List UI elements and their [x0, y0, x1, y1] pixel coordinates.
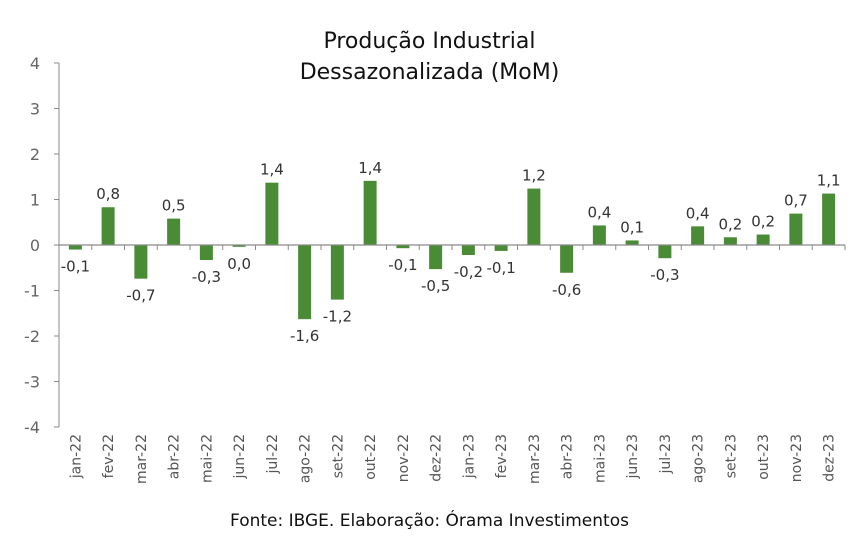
x-tick-label: jul-23	[658, 434, 674, 475]
x-tick-label: nov-23	[789, 434, 805, 482]
bar	[330, 245, 344, 300]
x-tick-label: fev-22	[101, 434, 117, 478]
data-label: 0,1	[620, 218, 644, 236]
data-label: -0,3	[650, 266, 679, 284]
data-label: -0,1	[388, 256, 417, 274]
x-tick-label: set-23	[723, 434, 739, 478]
data-label: 0,8	[96, 185, 120, 203]
data-label: 0,2	[751, 213, 775, 231]
source-note: Fonte: IBGE. Elaboração: Órama Investime…	[230, 511, 629, 531]
bar	[167, 218, 181, 245]
bar	[363, 180, 377, 245]
x-tick-label: dez-22	[429, 434, 445, 482]
bar	[527, 188, 541, 245]
data-label: -0,3	[192, 268, 221, 286]
y-tick-label: -4	[24, 418, 40, 437]
bar	[723, 237, 737, 245]
y-tick-label: -3	[24, 373, 40, 392]
x-tick-label: jan-22	[68, 434, 84, 479]
x-tick-label: mai-23	[592, 434, 608, 483]
x-tick-label: ago-22	[298, 434, 314, 483]
bar	[265, 182, 279, 245]
data-label: -0,1	[486, 259, 515, 277]
x-tick-label: jun-23	[625, 434, 641, 480]
data-label: -0,1	[61, 258, 90, 276]
data-label: 1,1	[817, 172, 841, 190]
data-label: 1,2	[522, 167, 546, 185]
bar	[134, 245, 148, 279]
x-tick-label: out-22	[363, 434, 379, 480]
data-label: -1,2	[323, 308, 352, 326]
bar	[756, 234, 770, 245]
bar	[658, 245, 672, 259]
x-tick-label: abr-23	[560, 434, 576, 479]
data-label: 0,4	[686, 204, 710, 222]
data-label: -1,6	[290, 327, 319, 345]
data-label: -0,5	[421, 277, 450, 295]
data-label: 1,4	[260, 161, 284, 179]
bar	[494, 245, 508, 251]
bar	[461, 245, 475, 256]
data-label: 0,7	[784, 192, 808, 210]
y-tick-label: 3	[30, 100, 40, 119]
chart-title: Produção Industrial Dessazonalizada (MoM…	[0, 26, 859, 88]
y-tick-label: 4	[30, 54, 40, 73]
bar	[429, 245, 443, 270]
bar-chart: 4 3 2 1 0 -1 -2 -3 -4 -0,1 jan-22 0,8 fev-22 -0,7 mar-…	[24, 54, 846, 484]
data-label: 1,4	[358, 159, 382, 177]
x-tick-label: jun-22	[232, 434, 248, 480]
data-label: -0,6	[552, 281, 581, 299]
data-label: 0,2	[718, 215, 742, 233]
data-label: -0,2	[454, 263, 483, 281]
chart-title-line-2: Dessazonalizada (MoM)	[299, 60, 560, 85]
bar	[592, 225, 606, 245]
x-tick-label: abr-22	[167, 434, 183, 479]
y-tick-label: -1	[24, 282, 40, 301]
bar	[691, 226, 705, 245]
x-tick-label: out-23	[756, 434, 772, 480]
data-label: 0,0	[227, 255, 251, 273]
bar	[199, 245, 213, 261]
y-tick-label: 0	[30, 236, 40, 255]
data-label: 0,5	[162, 197, 186, 215]
bar	[560, 245, 574, 273]
x-tick-label: mar-23	[527, 434, 543, 484]
bar	[298, 245, 312, 320]
y-tick-label: -2	[24, 327, 40, 346]
x-tick-label: jan-23	[461, 434, 477, 479]
y-tick-label: 2	[30, 145, 40, 164]
data-label: 0,4	[587, 203, 611, 221]
bar	[68, 245, 82, 250]
data-label: -0,7	[126, 287, 155, 305]
x-tick-label: jul-22	[265, 434, 281, 475]
x-tick-label: dez-23	[822, 434, 838, 482]
bar	[822, 193, 836, 245]
x-tick-label: mar-22	[134, 434, 150, 484]
bar	[396, 245, 410, 249]
chart-title-line-1: Produção Industrial	[323, 29, 536, 54]
x-tick-label: mai-22	[199, 434, 215, 483]
x-tick-label: fev-23	[494, 434, 510, 478]
bar	[101, 207, 115, 245]
x-tick-label: ago-23	[691, 434, 707, 483]
x-tick-label: nov-22	[396, 434, 412, 482]
bar	[232, 245, 246, 247]
bar	[625, 240, 639, 245]
bar	[789, 213, 803, 245]
y-tick-label: 1	[30, 191, 40, 210]
x-tick-label: set-22	[330, 434, 346, 478]
